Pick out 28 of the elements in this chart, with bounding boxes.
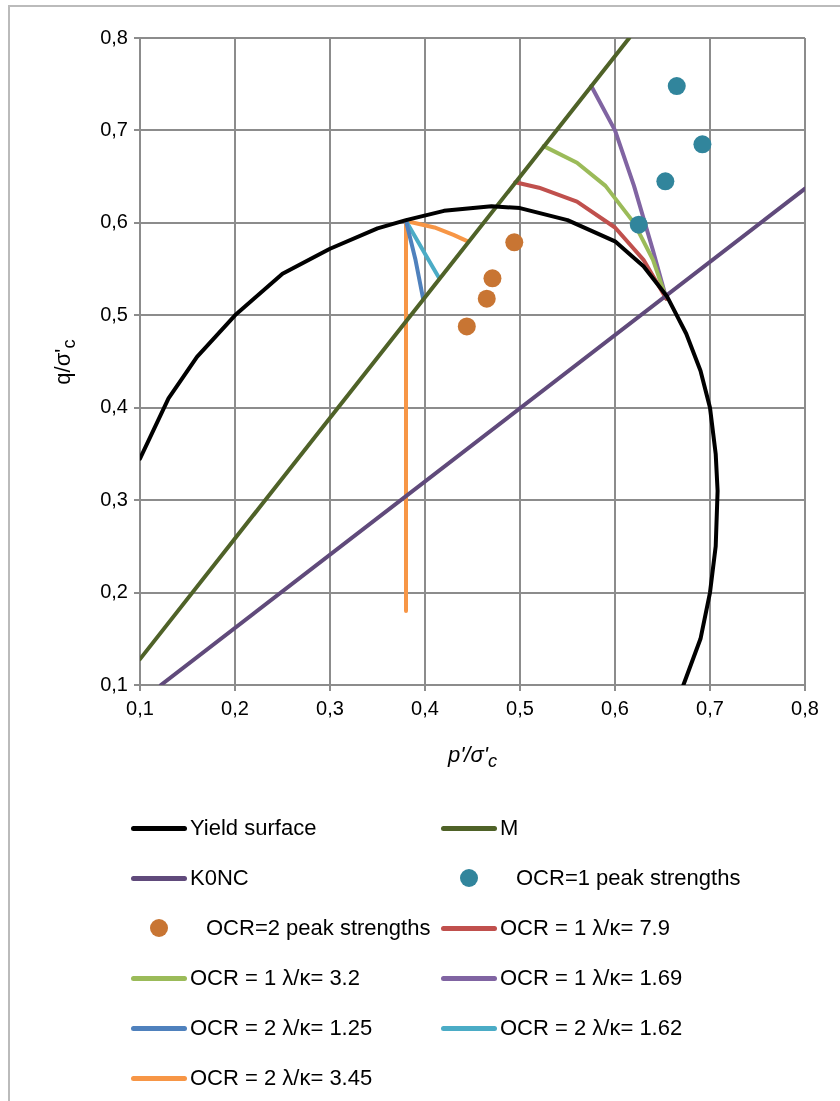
- y-tick-label: 0,4: [100, 395, 128, 418]
- legend-label: K0NC: [190, 865, 249, 891]
- legend-label: OCR = 1 λ/κ= 7.9: [500, 915, 670, 941]
- legend-label: OCR = 2 λ/κ= 1.25: [190, 1015, 373, 1041]
- x-tick-label: 0,7: [696, 696, 724, 719]
- legend-label: OCR = 1 λ/κ= 1.69: [500, 965, 683, 991]
- y-tick-label: 0,1: [100, 672, 128, 695]
- legend-label: OCR=1 peak strengths: [516, 865, 741, 891]
- y-tick-label: 0,5: [100, 302, 128, 325]
- legend-label: M: [500, 815, 519, 841]
- y-tick-label: 0,3: [100, 487, 128, 510]
- x-tick-label: 0,3: [316, 696, 344, 719]
- x-tick-label: 0,5: [506, 696, 534, 719]
- x-tick-label: 0,2: [221, 696, 249, 719]
- legend-label: Yield surface: [190, 815, 317, 841]
- x-tick-label: 0,6: [601, 696, 629, 719]
- legend-label: OCR = 1 λ/κ= 3.2: [190, 965, 360, 991]
- legend-label: OCR = 2 λ/κ= 3.45: [190, 1065, 373, 1091]
- y-tick-label: 0,6: [100, 210, 128, 233]
- x-tick-label: 0,4: [411, 696, 439, 719]
- x-tick-label: 0,1: [126, 696, 154, 719]
- y-tick-label: 0,2: [100, 580, 128, 603]
- legend-label: OCR = 2 λ/κ= 1.62: [500, 1015, 683, 1041]
- y-tick-label: 0,7: [100, 117, 128, 140]
- legend-label: OCR=2 peak strengths: [206, 915, 431, 941]
- x-axis-title: p'/σ'$_{c}$: [446, 742, 499, 773]
- y-tick-label: 0,8: [100, 25, 128, 48]
- x-tick-label: 0,8: [791, 696, 819, 719]
